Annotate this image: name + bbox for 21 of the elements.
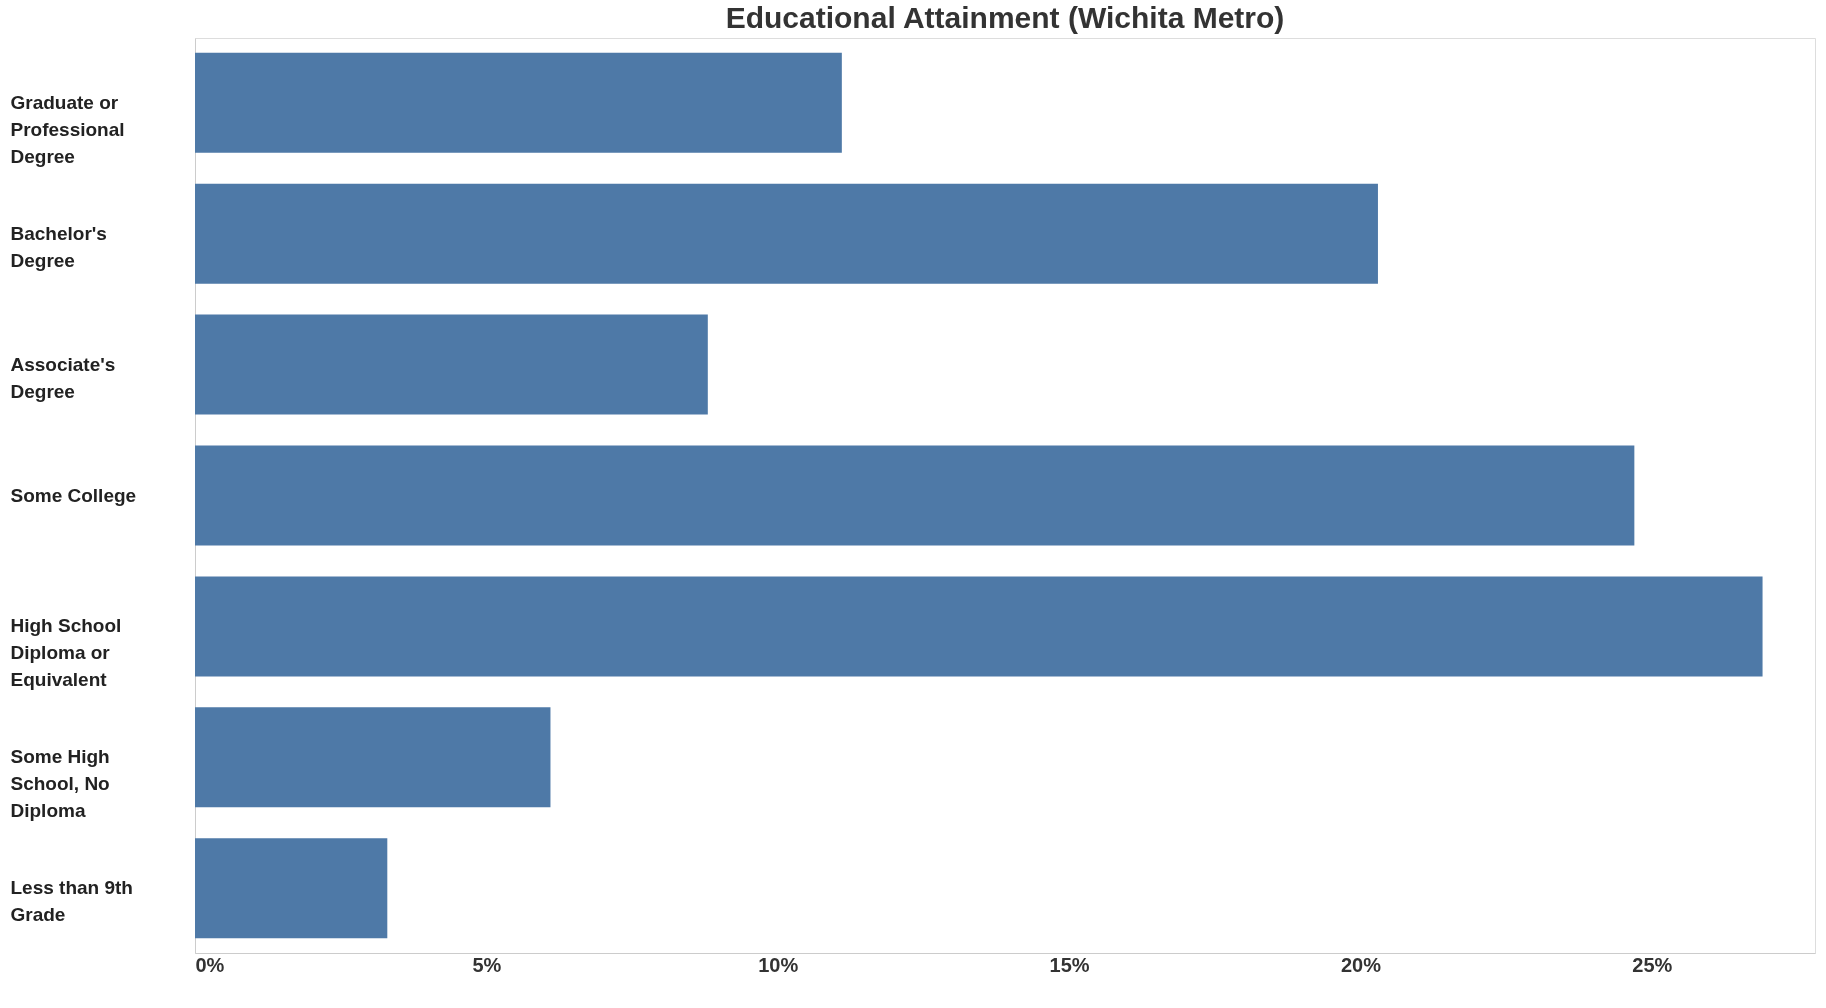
y-tick-label: Bachelor's Degree [10, 222, 107, 271]
bar [195, 52, 842, 153]
x-tick-label: 10% [758, 953, 799, 976]
y-tick-label: Some College [10, 484, 137, 506]
bar [195, 445, 1635, 546]
bar [195, 707, 551, 808]
bar [195, 838, 388, 939]
x-tick-label: 5% [472, 953, 502, 976]
bar [195, 314, 708, 415]
bar [195, 576, 1763, 677]
y-tick-label: High School Diploma or Equivalent [10, 615, 122, 691]
y-tick-label: Associate's Degree [10, 353, 116, 402]
x-tick-label: 0% [195, 953, 225, 976]
y-tick-label: Graduate or Professional Degree [10, 91, 125, 167]
y-tick-label: Less than 9th Grade [10, 877, 133, 926]
y-tick-label: Some High School, No Diploma [10, 746, 110, 822]
chart-title: Educational Attainment (Wichita Metro) [725, 1, 1285, 34]
bar [195, 183, 1378, 284]
x-tick-label: 25% [1632, 953, 1673, 976]
x-tick-label: 15% [1049, 953, 1090, 976]
x-tick-label: 20% [1340, 953, 1382, 976]
